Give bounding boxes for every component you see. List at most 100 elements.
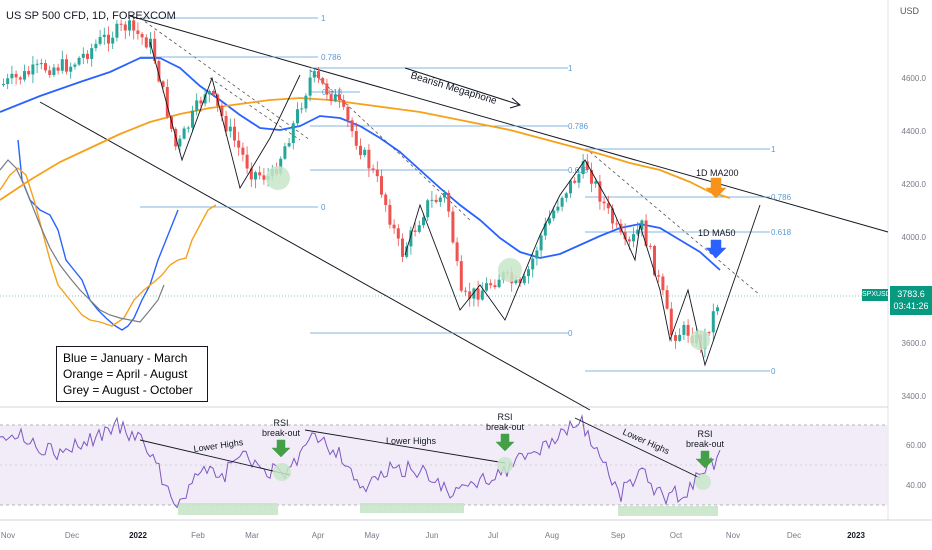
candle-body xyxy=(338,94,341,101)
candle-body xyxy=(73,64,77,67)
dashed-trendline xyxy=(589,151,761,296)
fib-label-0: 0 xyxy=(771,367,776,376)
candle-body xyxy=(86,53,89,59)
candle-body xyxy=(422,217,425,226)
candle-body xyxy=(548,218,551,224)
color-legend: Blue = January - March Orange = April - … xyxy=(56,346,208,402)
megaphone-upper-line xyxy=(129,15,889,233)
time-tick-label: Sep xyxy=(611,531,626,540)
candle-body xyxy=(648,245,652,247)
candle-body xyxy=(203,94,207,104)
candle-body xyxy=(590,170,593,184)
candle-body xyxy=(123,24,127,31)
candle-body xyxy=(2,83,5,85)
candle-body xyxy=(485,283,488,291)
candle-body xyxy=(191,110,194,128)
candle-body xyxy=(522,276,526,284)
candle-body xyxy=(300,108,304,110)
candle-body xyxy=(346,106,350,121)
candle-body xyxy=(451,211,455,243)
candle-body xyxy=(182,128,186,139)
candle-body xyxy=(329,94,333,102)
bearish-megaphone-label: Bearish Megaphone xyxy=(409,70,498,107)
fib-label-0618: 0.618 xyxy=(771,228,792,237)
candle-body xyxy=(207,91,211,95)
candle-body xyxy=(569,180,572,194)
candle-body xyxy=(564,193,568,198)
fib-label-0786: 0.786 xyxy=(568,122,589,131)
symbol-badge: SPXUSD xyxy=(862,289,891,301)
candle-body xyxy=(115,23,119,38)
candle-body xyxy=(674,335,677,341)
rsi-breakout-label: RSI xyxy=(497,412,512,422)
price-tick-label: 4400.0 xyxy=(902,127,927,136)
price-tick-label: 3600.0 xyxy=(902,339,927,348)
rsi-line xyxy=(0,414,721,509)
candle-body xyxy=(178,138,182,147)
candle-body xyxy=(27,70,31,75)
countdown: 03:41:26 xyxy=(893,301,929,311)
candle-body xyxy=(367,149,371,169)
fib-label-0786: 0.786 xyxy=(771,193,792,202)
rsi-breakout-label: break-out xyxy=(686,439,725,449)
fib-label-0618: 0.618 xyxy=(322,88,343,97)
candle-body xyxy=(464,290,467,292)
candle-body xyxy=(359,145,362,156)
candle-body xyxy=(417,225,421,232)
candle-body xyxy=(514,279,518,284)
candle-body xyxy=(653,245,656,276)
candle-body xyxy=(220,105,224,116)
candle-body xyxy=(527,269,530,277)
rsi-breakout-label: break-out xyxy=(262,428,301,438)
candle-body xyxy=(627,239,631,242)
overlay-orange-line xyxy=(0,167,217,327)
candle-body xyxy=(287,143,291,147)
time-tick-label: Nov xyxy=(726,531,740,540)
time-tick-label: Dec xyxy=(787,531,801,540)
time-tick-label: Mar xyxy=(245,531,259,540)
candle-body xyxy=(107,34,110,44)
ma200-label: 1D MA200 xyxy=(696,168,739,178)
candle-body xyxy=(497,279,501,288)
price-tick-label: 4000.0 xyxy=(902,233,927,242)
candle-body xyxy=(308,77,312,96)
candle-body xyxy=(602,201,606,204)
candle-body xyxy=(682,324,686,335)
candle-body xyxy=(94,43,98,49)
candle-body xyxy=(552,210,556,219)
rsi-highlight-circle xyxy=(273,463,291,481)
fib-label-0618: 0.618 xyxy=(568,166,589,175)
candle-body xyxy=(212,91,215,95)
candle-body xyxy=(186,127,190,129)
candle-body xyxy=(304,95,308,109)
candle-body xyxy=(39,63,43,65)
candle-body xyxy=(665,290,669,309)
megaphone-lower-line xyxy=(39,101,591,411)
candle-body xyxy=(539,235,543,251)
price-tick-label: 3400.0 xyxy=(902,392,927,401)
candle-body xyxy=(476,288,480,300)
pattern-highlight-circle xyxy=(498,258,522,282)
candle-body xyxy=(594,181,598,184)
candle-body xyxy=(447,192,451,212)
candle-body xyxy=(144,37,148,48)
candle-body xyxy=(489,283,493,286)
candle-body xyxy=(611,208,614,224)
lower-highs-line xyxy=(139,439,291,476)
legend-orange: Orange = April - August xyxy=(63,367,188,381)
candle-body xyxy=(262,175,266,180)
candle-body xyxy=(98,36,102,44)
candle-body xyxy=(636,229,640,235)
time-tick-label: 2023 xyxy=(847,531,865,540)
time-tick-label: Oct xyxy=(670,531,683,540)
legend-blue: Blue = January - March xyxy=(63,351,188,365)
candle-body xyxy=(128,20,131,31)
candle-body xyxy=(312,71,316,78)
candle-body xyxy=(535,250,539,259)
candle-body xyxy=(401,238,404,257)
candle-body xyxy=(669,308,673,336)
candle-body xyxy=(480,290,484,300)
candle-body xyxy=(132,20,136,31)
candle-body xyxy=(224,115,228,132)
